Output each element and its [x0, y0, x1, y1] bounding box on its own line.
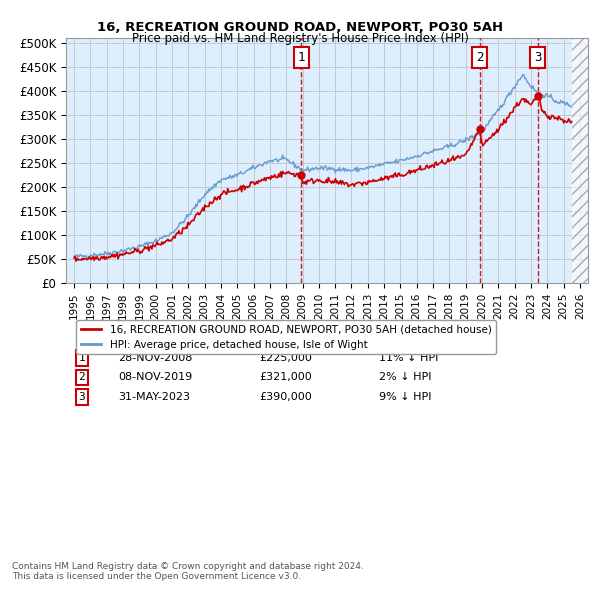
Text: 1: 1	[298, 51, 305, 64]
Text: 08-NOV-2019: 08-NOV-2019	[118, 372, 193, 382]
Text: 28-NOV-2008: 28-NOV-2008	[118, 353, 193, 363]
Legend: 16, RECREATION GROUND ROAD, NEWPORT, PO30 5AH (detached house), HPI: Average pri: 16, RECREATION GROUND ROAD, NEWPORT, PO3…	[76, 320, 496, 354]
Text: 11% ↓ HPI: 11% ↓ HPI	[379, 353, 439, 363]
Text: £225,000: £225,000	[259, 353, 312, 363]
Text: 2% ↓ HPI: 2% ↓ HPI	[379, 372, 432, 382]
Text: £390,000: £390,000	[259, 392, 312, 402]
Text: 9% ↓ HPI: 9% ↓ HPI	[379, 392, 432, 402]
Text: 3: 3	[78, 392, 85, 402]
Text: £321,000: £321,000	[259, 372, 312, 382]
Text: 2: 2	[78, 372, 85, 382]
Text: 16, RECREATION GROUND ROAD, NEWPORT, PO30 5AH: 16, RECREATION GROUND ROAD, NEWPORT, PO3…	[97, 21, 503, 34]
Polygon shape	[572, 38, 588, 283]
Text: 1: 1	[78, 353, 85, 363]
Text: 3: 3	[534, 51, 542, 64]
Text: Price paid vs. HM Land Registry's House Price Index (HPI): Price paid vs. HM Land Registry's House …	[131, 32, 469, 45]
Text: 2: 2	[476, 51, 483, 64]
Text: Contains HM Land Registry data © Crown copyright and database right 2024.
This d: Contains HM Land Registry data © Crown c…	[12, 562, 364, 581]
Text: 31-MAY-2023: 31-MAY-2023	[118, 392, 190, 402]
